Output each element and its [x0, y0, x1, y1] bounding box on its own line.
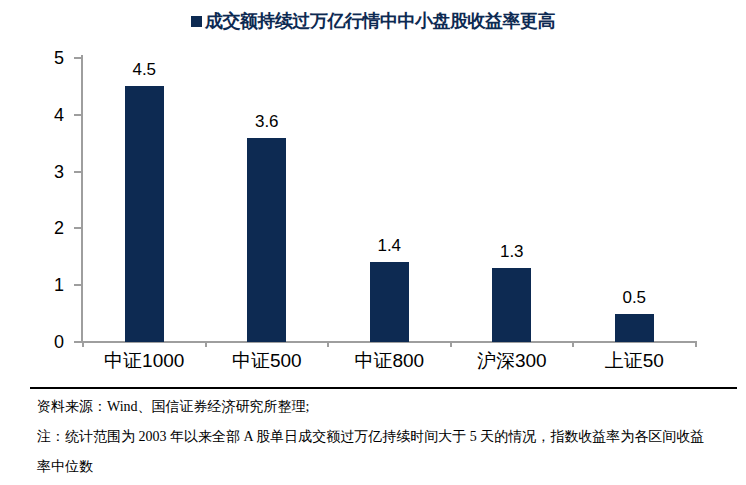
bar	[492, 268, 531, 342]
statistics-note-line-1: 注：统计范围为 2003 年以来全部 A 股单日成交额过万亿持续时间大于 5 天…	[37, 428, 704, 445]
y-axis-tick	[74, 284, 82, 286]
y-axis-tick	[74, 227, 82, 229]
x-axis-category-label: 中证800	[328, 349, 450, 373]
y-axis-tick-label: 5	[30, 48, 64, 68]
y-axis-line	[81, 55, 83, 343]
y-axis-tick	[74, 114, 82, 116]
x-axis-tick	[82, 341, 84, 347]
x-axis-tick	[695, 341, 697, 347]
y-axis-tick-label: 0	[30, 332, 64, 352]
y-axis-tick-label: 1	[30, 275, 64, 295]
x-axis-category-label: 中证500	[206, 349, 328, 373]
x-axis-category-label: 中证1000	[83, 349, 205, 373]
y-axis-tick-label: 2	[30, 218, 64, 238]
x-axis-tick	[205, 341, 207, 347]
y-axis-tick-label: 4	[30, 105, 64, 125]
chart-plot-area: 0 1 2 3 4 5 4.5 中证1000 3.6 中证500 1.4 中证800 1.3 沪深300 0…	[0, 0, 746, 390]
y-axis-tick	[74, 341, 82, 343]
bar-value-label: 1.3	[480, 242, 544, 262]
y-axis-tick	[74, 57, 82, 59]
x-axis-category-label: 上证50	[573, 349, 695, 373]
bar	[615, 314, 654, 342]
source-note: 资料来源：Wind、国信证券经济研究所整理;	[37, 398, 309, 415]
x-axis-tick	[327, 341, 329, 347]
statistics-note-line-2: 率中位数	[37, 458, 93, 475]
bar	[247, 138, 286, 342]
x-axis-tick	[450, 341, 452, 347]
bar-value-label: 1.4	[357, 236, 421, 256]
bar-value-label: 4.5	[112, 60, 176, 80]
bar	[370, 262, 409, 342]
y-axis-tick	[74, 171, 82, 173]
y-axis-tick-label: 3	[30, 162, 64, 182]
bar-value-label: 0.5	[602, 288, 666, 308]
bar-value-label: 3.6	[235, 112, 299, 132]
bar-chart-figure: 成交额持续过万亿行情中中小盘股收益率更高 0123454.5中证10003.6中…	[0, 0, 746, 485]
x-axis-category-label: 沪深300	[451, 349, 573, 373]
x-axis-tick	[572, 341, 574, 347]
bar	[125, 86, 164, 342]
footer-divider-line	[30, 387, 737, 389]
